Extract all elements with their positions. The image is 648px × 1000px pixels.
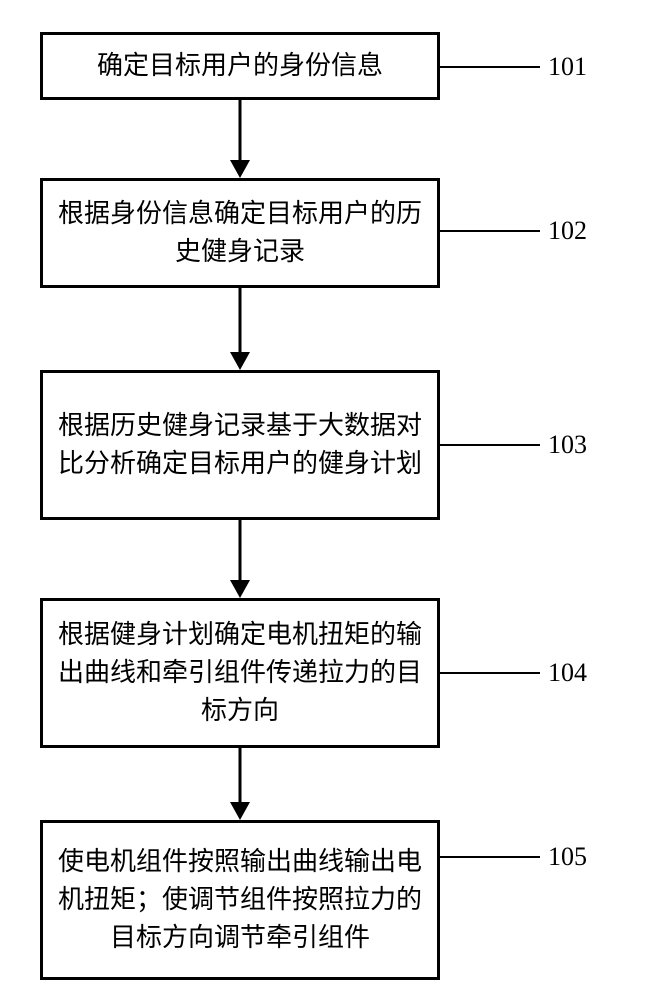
flow-node-n1: 确定目标用户的身份信息 bbox=[40, 32, 440, 100]
flow-arrow bbox=[220, 288, 260, 370]
flow-arrow bbox=[220, 100, 260, 178]
flow-node-text: 根据历史健身记录基于大数据对比分析确定目标用户的健身计划 bbox=[55, 407, 425, 482]
flow-arrow bbox=[220, 748, 260, 820]
step-number-label: 105 bbox=[548, 842, 587, 872]
flow-node-n3: 根据历史健身记录基于大数据对比分析确定目标用户的健身计划 bbox=[40, 370, 440, 520]
flow-node-text: 根据身份信息确定目标用户的历史健身记录 bbox=[55, 195, 425, 270]
flow-node-text: 使电机组件按照输出曲线输出电机扭矩；使调节组件按照拉力的目标方向调节牵引组件 bbox=[55, 843, 425, 956]
step-number-label: 102 bbox=[548, 216, 587, 246]
step-number-label: 101 bbox=[548, 52, 587, 82]
flow-node-n4: 根据健身计划确定电机扭矩的输出曲线和牵引组件传递拉力的目标方向 bbox=[40, 598, 440, 748]
flowchart-canvas: 确定目标用户的身份信息根据身份信息确定目标用户的历史健身记录根据历史健身记录基于… bbox=[0, 0, 648, 1000]
flow-node-text: 确定目标用户的身份信息 bbox=[97, 47, 383, 85]
leader-line bbox=[440, 672, 540, 674]
leader-line bbox=[440, 66, 540, 68]
leader-line bbox=[440, 444, 540, 446]
flow-node-text: 根据健身计划确定电机扭矩的输出曲线和牵引组件传递拉力的目标方向 bbox=[55, 616, 425, 729]
leader-line bbox=[440, 856, 540, 858]
step-number-label: 104 bbox=[548, 658, 587, 688]
flow-arrow bbox=[220, 520, 260, 598]
flow-node-n5: 使电机组件按照输出曲线输出电机扭矩；使调节组件按照拉力的目标方向调节牵引组件 bbox=[40, 820, 440, 980]
flow-node-n2: 根据身份信息确定目标用户的历史健身记录 bbox=[40, 178, 440, 288]
leader-line bbox=[440, 230, 540, 232]
step-number-label: 103 bbox=[548, 430, 587, 460]
